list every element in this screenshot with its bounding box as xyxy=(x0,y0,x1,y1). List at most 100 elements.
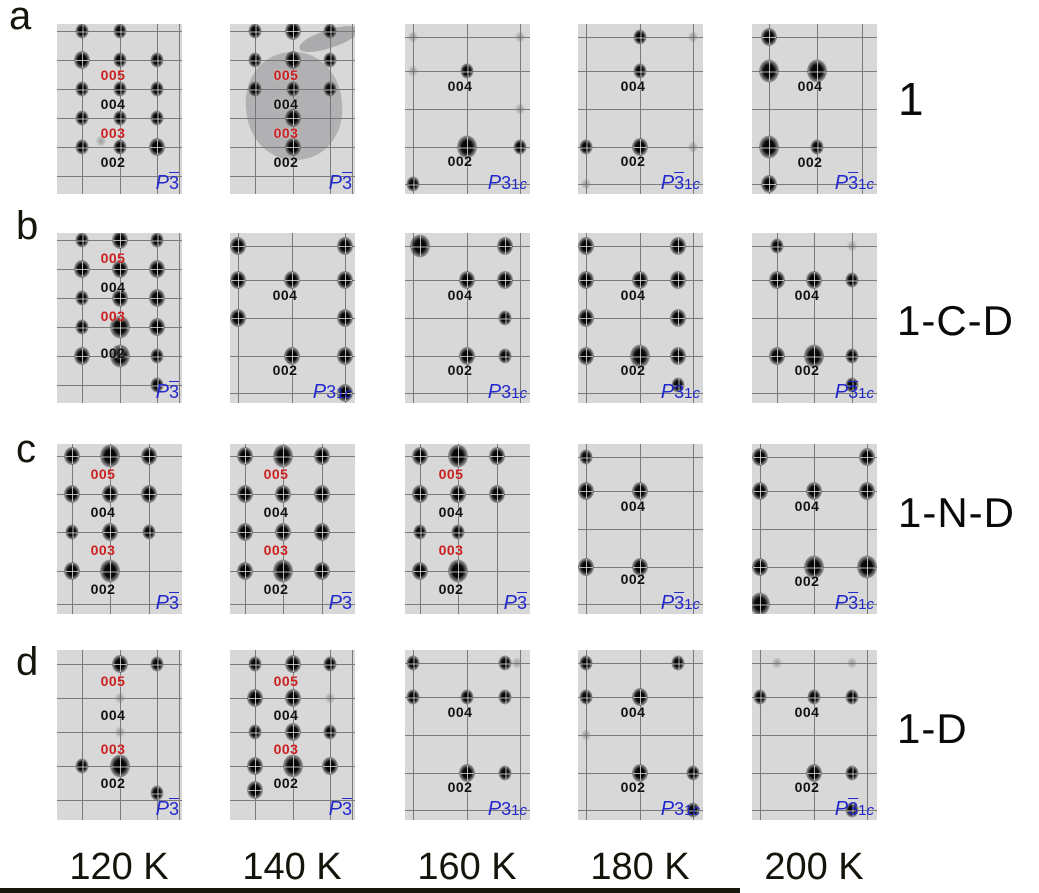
diffraction-spot xyxy=(150,233,164,248)
reflection-label-004: 004 xyxy=(797,78,823,94)
diffraction-spot xyxy=(323,81,337,97)
space-group-3bar: 3 xyxy=(341,593,352,613)
diffraction-spot xyxy=(337,271,353,289)
diffraction-spot xyxy=(75,24,89,39)
diffraction-spot xyxy=(457,135,477,159)
grid-line-vertical xyxy=(179,24,180,194)
diffraction-spot xyxy=(248,81,262,97)
diffraction-spot xyxy=(459,271,475,289)
space-group-1: 1 xyxy=(858,802,867,819)
diffraction-spot xyxy=(450,485,466,503)
diffraction-panel-a-180K: 004 002 P31c xyxy=(578,24,703,194)
reflection-label-002: 002 xyxy=(797,154,823,170)
space-group-P: P xyxy=(834,172,849,194)
diffraction-spot xyxy=(230,271,246,289)
grid-line-horizontal xyxy=(752,604,877,605)
space-group-P: P xyxy=(155,798,169,820)
space-group-label: P3 xyxy=(504,593,527,613)
diffraction-spot xyxy=(322,757,338,775)
grid-line-horizontal xyxy=(578,810,703,811)
diffraction-spot xyxy=(74,51,90,69)
diffraction-spot xyxy=(248,52,262,68)
space-group-P: P xyxy=(328,798,342,820)
diffraction-spot xyxy=(237,485,253,503)
reflection-label-005: 005 xyxy=(90,466,116,482)
diffraction-spot xyxy=(752,558,768,576)
reflection-label-005: 005 xyxy=(100,67,126,83)
grid-line-horizontal xyxy=(230,604,355,605)
diffraction-spot xyxy=(75,319,89,335)
reflection-label-005: 005 xyxy=(273,67,299,83)
reflection-label-002: 002 xyxy=(273,154,299,170)
space-group-c: c xyxy=(866,596,875,613)
space-group-P: P xyxy=(660,381,675,403)
space-group-1: 1 xyxy=(511,176,520,193)
diffraction-spot xyxy=(498,655,512,671)
diffraction-spot xyxy=(337,237,353,255)
reflection-label-005: 005 xyxy=(263,466,289,482)
space-group-c: c xyxy=(692,176,701,193)
reflection-label-004: 004 xyxy=(263,504,289,520)
diffraction-spot xyxy=(115,726,125,738)
diffraction-spot xyxy=(75,233,89,248)
diffraction-spot xyxy=(323,52,337,68)
diffraction-spot xyxy=(75,139,89,155)
grid-line-vertical xyxy=(157,24,158,194)
diffraction-spot xyxy=(112,655,128,673)
diffraction-spot xyxy=(448,559,468,583)
diffraction-spot xyxy=(337,347,353,365)
diffraction-spot xyxy=(489,447,505,465)
reflection-label-002: 002 xyxy=(100,775,126,791)
space-group-1: 1 xyxy=(684,176,693,193)
space-group-1: 1 xyxy=(511,802,520,819)
diffraction-spot xyxy=(581,729,591,741)
reflection-label-004: 004 xyxy=(272,287,298,303)
diffraction-spot xyxy=(759,59,779,83)
grid-line-vertical xyxy=(255,24,256,194)
temperature-label-140k: 140 K xyxy=(242,846,342,888)
diffraction-spot xyxy=(275,523,291,541)
diffraction-spot xyxy=(150,785,164,801)
grid-line-horizontal xyxy=(230,246,355,247)
reflection-label-004: 004 xyxy=(447,78,473,94)
reflection-label-004: 004 xyxy=(273,707,299,723)
grid-line-horizontal xyxy=(405,810,530,811)
grid-line-horizontal xyxy=(230,318,355,319)
diffraction-spot xyxy=(102,485,118,503)
diffraction-spot xyxy=(632,688,648,706)
space-group-P: P xyxy=(328,592,342,614)
space-group-3: 3 xyxy=(501,173,512,193)
temperature-label-120k: 120 K xyxy=(69,846,169,888)
diffraction-spot xyxy=(512,657,522,669)
diffraction-spot xyxy=(807,689,821,705)
diffraction-spot xyxy=(323,656,337,672)
space-group-1: 1 xyxy=(511,385,520,402)
grid-line-vertical xyxy=(179,650,180,820)
diffraction-spot xyxy=(633,63,647,79)
grid-line-horizontal xyxy=(752,663,877,664)
diffraction-spot xyxy=(752,482,768,500)
space-group-3bar: 3 xyxy=(341,173,352,193)
diffraction-panel-d-200K: 004 002 P31c xyxy=(752,650,877,820)
reflection-label-004: 004 xyxy=(90,504,116,520)
reflection-label-002: 002 xyxy=(447,153,473,169)
space-group-3bar: 3 xyxy=(168,382,179,402)
diffraction-spot xyxy=(670,347,686,365)
reflection-label-004: 004 xyxy=(100,279,126,295)
diffraction-spot xyxy=(314,485,330,503)
diffraction-spot xyxy=(113,81,127,97)
grid-line-horizontal xyxy=(752,109,877,110)
diffraction-spot xyxy=(150,656,164,672)
diffraction-panel-b-200K: 004 002 P31c xyxy=(752,233,877,403)
grid-line-horizontal xyxy=(57,604,182,605)
sample-label-1-c-d: 1-C-D xyxy=(897,297,1014,344)
diffraction-spot xyxy=(671,377,685,393)
space-group-label: P31c xyxy=(661,382,700,402)
diffraction-spot xyxy=(323,24,337,39)
diffraction-spot xyxy=(247,781,263,799)
diffraction-spot xyxy=(337,384,353,402)
diffraction-spot xyxy=(247,757,263,775)
space-group-label: P31c xyxy=(835,382,874,402)
reflection-label-004: 004 xyxy=(447,704,473,720)
diffraction-spot xyxy=(578,271,594,289)
